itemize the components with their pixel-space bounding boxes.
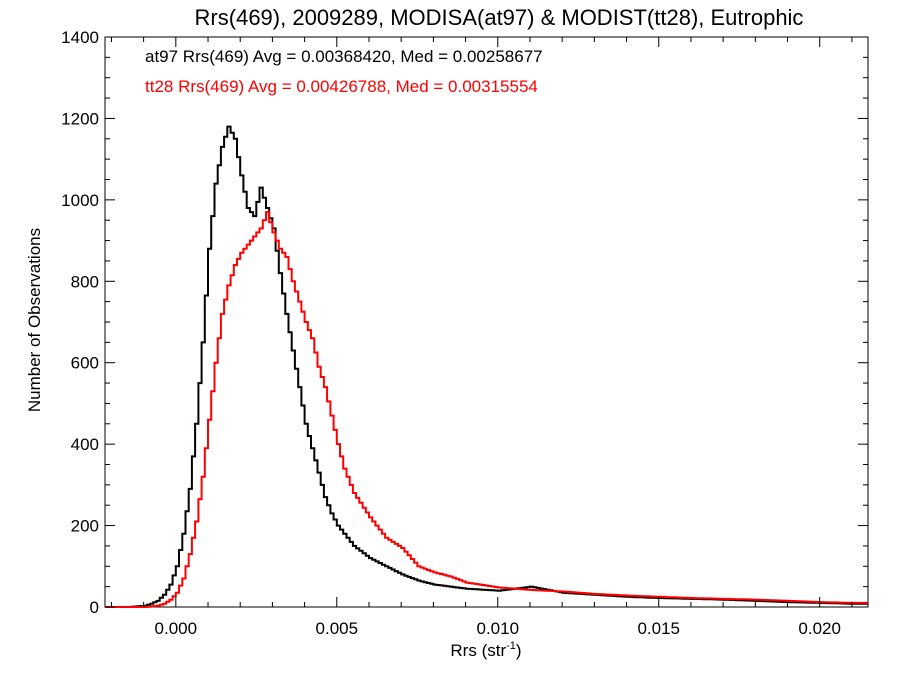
x-axis-label: Rrs (str-1) <box>450 640 521 660</box>
x-tick-label: 0.010 <box>476 619 519 638</box>
y-axis-ticks: 0 200 400 600 800 1000 1200 1400 <box>61 28 868 617</box>
x-axis-label-exponent: -1 <box>506 640 516 652</box>
x-tick-label: 0.020 <box>798 619 841 638</box>
y-tick-label: 1200 <box>61 109 99 128</box>
legend-annotations: at97 Rrs(469) Avg = 0.00368420, Med = 0.… <box>145 47 543 96</box>
y-tick-label: 600 <box>71 354 99 373</box>
x-tick-label: 0.005 <box>316 619 359 638</box>
annotation-tt28: tt28 Rrs(469) Avg = 0.00426788, Med = 0.… <box>145 77 538 96</box>
annotation-at97: at97 Rrs(469) Avg = 0.00368420, Med = 0.… <box>145 47 543 66</box>
x-axis-label-close: ) <box>516 641 522 660</box>
y-axis-label: Number of Observations <box>25 228 44 412</box>
x-tick-label: 0.000 <box>155 619 198 638</box>
x-axis-ticks: 0.000 0.005 0.010 0.015 0.020 <box>110 37 853 638</box>
y-tick-label: 0 <box>90 598 99 617</box>
series-line-at97 <box>105 125 868 608</box>
plot-frame <box>104 36 869 608</box>
x-axis-label-text: Rrs (str <box>450 641 506 660</box>
chart-title: Rrs(469), 2009289, MODISA(at97) & MODIST… <box>195 5 804 30</box>
y-tick-label: 1400 <box>61 28 99 47</box>
plot-border <box>104 36 869 608</box>
y-tick-label: 800 <box>71 272 99 291</box>
y-tick-label: 400 <box>71 435 99 454</box>
series-line-tt28 <box>105 211 868 608</box>
y-tick-label: 1000 <box>61 191 99 210</box>
x-tick-label: 0.015 <box>637 619 680 638</box>
series-layer <box>105 125 868 608</box>
y-tick-label: 200 <box>71 517 99 536</box>
